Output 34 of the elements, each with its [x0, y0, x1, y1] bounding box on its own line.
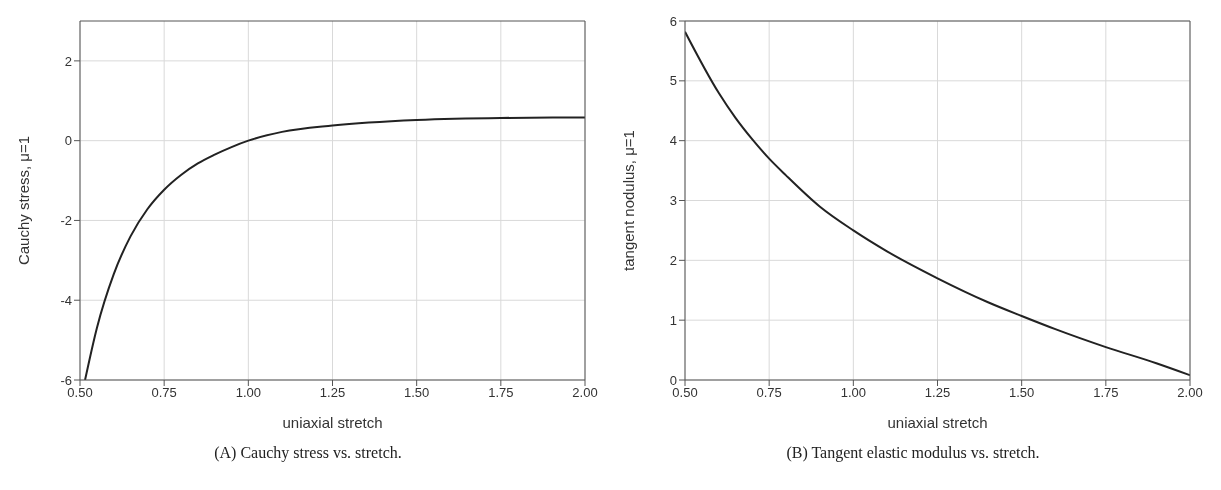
y-tick-label: 0: [64, 133, 72, 149]
line-series: [685, 30, 1190, 377]
y-tick-label: 3: [669, 193, 677, 209]
x-tick-label: 1.25: [319, 385, 346, 401]
x-axis-title: uniaxial stretch: [282, 414, 383, 431]
y-tick-label: 6: [669, 13, 677, 29]
x-tick-label: 2.00: [1177, 385, 1203, 401]
y-tick-label: 1: [669, 312, 677, 328]
x-tick-label: 1.75: [1093, 385, 1119, 401]
line-series: [84, 116, 585, 380]
x-tick-label: 1.00: [840, 385, 866, 401]
x-axis-title: uniaxial stretch: [887, 414, 988, 431]
y-tick-label: -4: [60, 292, 72, 308]
y-tick-label: -2: [60, 213, 72, 229]
y-tick-label: 4: [669, 133, 677, 149]
x-tick-label: 0.50: [67, 385, 93, 401]
y-axis-title: Cauchy stress, μ=1: [15, 135, 33, 266]
x-tick-label: 1.50: [1009, 385, 1035, 401]
y-tick-label: 2: [64, 53, 72, 69]
x-tick-label: 2.00: [572, 385, 598, 401]
x-tick-label: 0.50: [672, 385, 698, 401]
x-tick-label: 1.25: [924, 385, 951, 401]
y-tick-label: -6: [60, 372, 72, 388]
x-tick-label: 1.00: [235, 385, 261, 401]
text: (A) Cauchy stress vs. stretch.: [213, 444, 403, 462]
y-axis-title: tangent nodulus, μ=1: [620, 130, 638, 271]
x-tick-label: 0.75: [756, 385, 782, 401]
y-tick-label: 0: [669, 372, 677, 388]
y-tick-label: 2: [669, 252, 677, 268]
x-tick-label: 1.75: [488, 385, 514, 401]
text: (B) Tangent elastic modulus vs. stretch.: [785, 444, 1041, 462]
y-tick-label: 5: [669, 73, 677, 89]
x-tick-label: 1.50: [404, 385, 430, 401]
x-tick-label: 0.75: [151, 385, 177, 401]
